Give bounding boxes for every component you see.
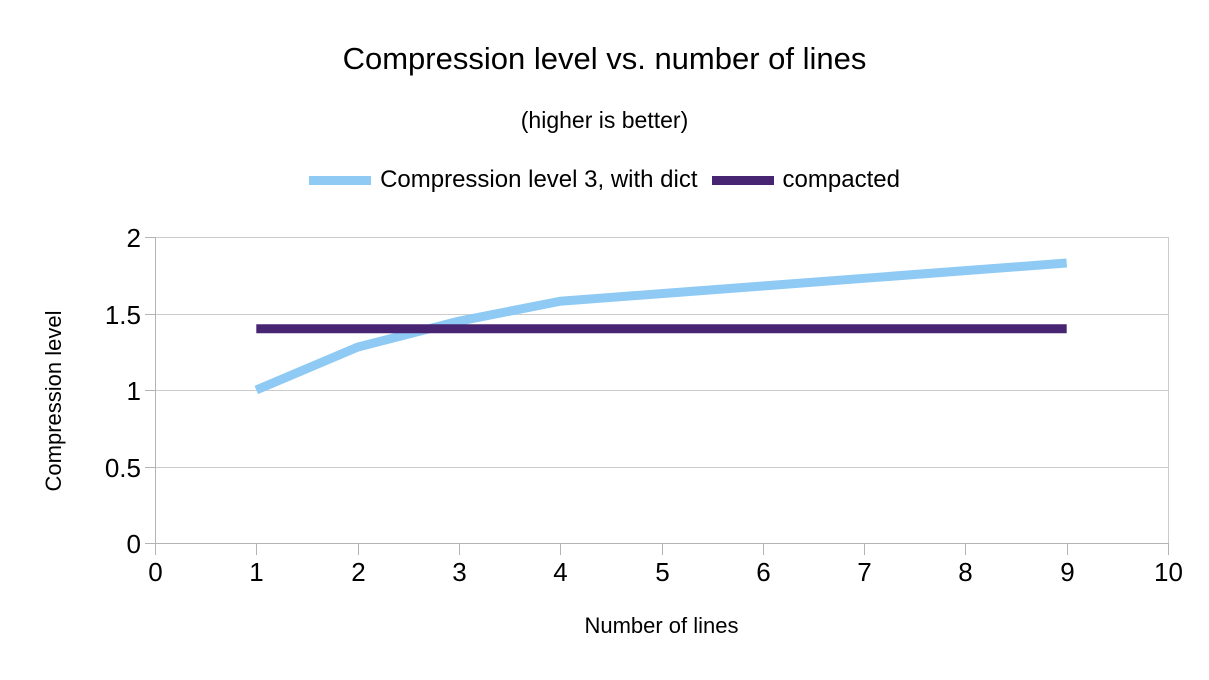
- chart-title: Compression level vs. number of lines: [342, 41, 867, 76]
- legend-item: compacted: [711, 166, 900, 195]
- chart-subtitle: (higher is better): [520, 107, 689, 133]
- legend-item: Compression level 3, with dict: [309, 166, 698, 195]
- legend: Compression level 3, with dict compacted: [0, 166, 1209, 195]
- legend-label: Compression level 3, with dict: [380, 166, 698, 193]
- x-tick-label: 7: [857, 557, 872, 587]
- y-tick-label: 0.5: [104, 452, 141, 483]
- x-tick-label: 1: [249, 557, 264, 587]
- series-line: [254, 258, 1068, 395]
- x-tick-label: 5: [655, 557, 670, 587]
- x-tick-label: 3: [452, 557, 467, 587]
- x-tick-label: 10: [1154, 557, 1183, 587]
- x-tick-label: 0: [148, 557, 163, 587]
- x-tick-label: 2: [351, 557, 366, 587]
- y-tick-label: 0: [126, 528, 141, 559]
- x-tick-label: 4: [553, 557, 568, 587]
- x-axis-title: Number of lines: [584, 613, 739, 638]
- legend-label: compacted: [782, 166, 900, 193]
- x-tick-label: 9: [1060, 557, 1075, 587]
- y-tick-label: 1.5: [104, 299, 141, 330]
- x-tick-label: 6: [756, 557, 771, 587]
- legend-line-swatch: [711, 175, 774, 185]
- y-axis-title: Compression level: [41, 310, 66, 492]
- x-tick-label: 8: [958, 557, 973, 587]
- y-tick-label: 1: [126, 375, 141, 406]
- y-tick-label: 2: [126, 222, 141, 253]
- legend-line-swatch: [309, 175, 372, 185]
